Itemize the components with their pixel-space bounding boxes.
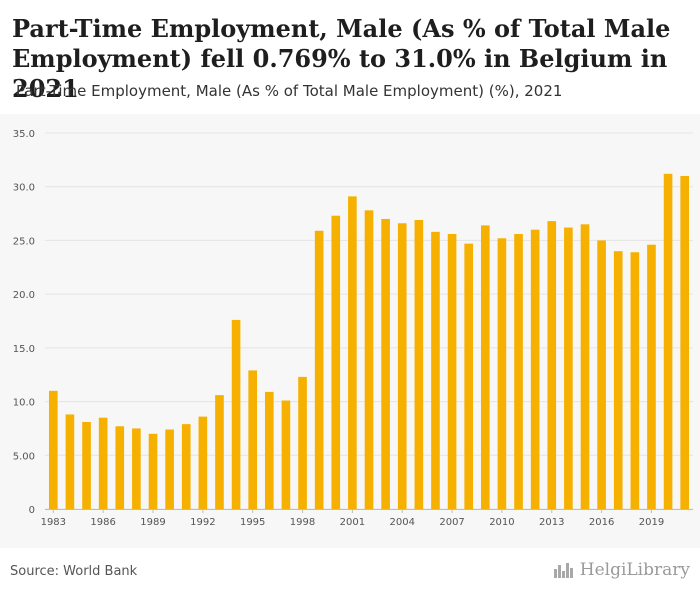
bar <box>530 229 540 509</box>
bar-chart: 0 5.00 10.0 15.0 20.0 25.0 30.0 35.0 1983 1986 198… <box>13 129 693 528</box>
x-tick-label: 2001 <box>340 517 365 528</box>
y-tick-label: 25.0 <box>13 236 35 247</box>
bar <box>82 421 91 509</box>
bar <box>514 233 523 509</box>
bar <box>381 218 390 509</box>
x-tick-label: 1986 <box>90 517 115 528</box>
x-tick-label: 2013 <box>539 517 564 528</box>
bar <box>348 196 357 509</box>
bar <box>630 252 640 509</box>
bar <box>431 231 440 509</box>
source-label: Source: World Bank <box>10 564 138 579</box>
bar <box>181 424 191 509</box>
city-skyline-icon <box>553 563 573 578</box>
bar <box>215 395 224 509</box>
y-tick-label: 35.0 <box>13 129 35 140</box>
bar <box>264 391 274 509</box>
bar <box>281 400 291 509</box>
logo-text: HelgiLibrary <box>579 560 690 580</box>
x-tick-label: 2007 <box>439 517 464 528</box>
bar <box>48 390 58 509</box>
x-tick-label: 1992 <box>190 517 215 528</box>
bar <box>663 173 673 509</box>
y-tick-label: 5.00 <box>13 451 35 462</box>
bar <box>65 414 75 509</box>
y-tick-label: 20.0 <box>13 290 35 301</box>
bar <box>165 429 174 509</box>
chart-title: Part-Time Employment, Male (As % of Tota… <box>12 14 671 103</box>
bar <box>680 175 690 509</box>
x-tick-label: 2016 <box>589 517 614 528</box>
bar <box>248 370 258 509</box>
bar <box>198 416 208 509</box>
bar <box>480 225 490 509</box>
y-tick-label: 30.0 <box>13 183 35 194</box>
bar <box>98 417 108 509</box>
bar <box>331 215 341 509</box>
x-tick-label: 2010 <box>489 517 514 528</box>
bar <box>547 221 557 509</box>
chart-subtitle: Part-Time Employment, Male (As % of Tota… <box>16 82 563 100</box>
bar <box>564 227 573 509</box>
bar <box>597 240 606 509</box>
bar <box>231 319 241 509</box>
x-tick-label: 1998 <box>290 517 315 528</box>
x-tick-label: 2004 <box>390 517 415 528</box>
bar <box>647 244 656 509</box>
y-tick-label: 0 <box>29 505 35 516</box>
helgilibrary-logo: HelgiLibrary <box>553 560 690 580</box>
y-tick-label: 10.0 <box>13 398 35 409</box>
x-tick-label: 1995 <box>240 517 265 528</box>
x-tick-label: 2019 <box>639 517 664 528</box>
bar <box>397 223 407 509</box>
bar <box>314 230 324 509</box>
bar <box>132 428 141 509</box>
y-tick-label: 15.0 <box>13 344 35 355</box>
bar <box>447 233 457 509</box>
bar <box>148 433 158 509</box>
bar <box>497 238 507 509</box>
bar <box>464 243 474 509</box>
x-tick-label: 1989 <box>140 517 165 528</box>
bar <box>364 210 374 509</box>
bar <box>414 220 424 509</box>
bar <box>298 376 307 509</box>
bar <box>613 251 623 509</box>
bar <box>115 426 125 509</box>
x-tick-label: 1983 <box>41 517 66 528</box>
bar <box>580 224 590 510</box>
